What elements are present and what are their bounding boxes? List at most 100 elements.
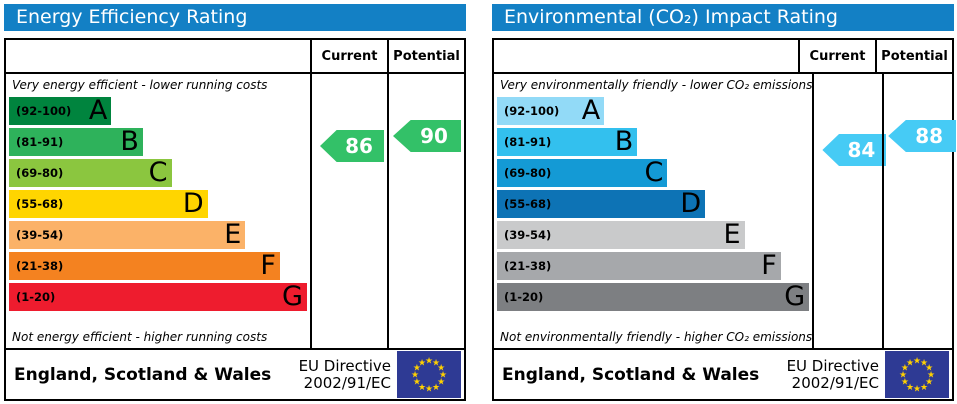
band-letter: E (723, 219, 741, 250)
band-range: (81-91) (504, 135, 552, 149)
current-arrow: 86 (320, 130, 384, 162)
potential-cell: 90 (387, 74, 464, 348)
band-letter: G (784, 281, 806, 312)
band-letter: F (260, 250, 276, 281)
band-range: (39-54) (16, 228, 64, 242)
header-spacer (494, 40, 798, 72)
table-body: Very energy efficient - lower running co… (6, 74, 464, 348)
band-letter: D (182, 188, 204, 219)
band-list: (92-100) A (81-91) B (69-80) C (55-68) D (39-54)… (9, 97, 310, 311)
potential-column-header: Potential (875, 40, 952, 72)
potential-cell: 88 (882, 74, 957, 348)
eu-directive-label: EU Directive 2002/91/EC (786, 356, 879, 392)
band-chart: Very energy efficient - lower running co… (6, 74, 310, 348)
band-g: (1-20) G (9, 283, 307, 311)
band-letter: B (120, 126, 139, 157)
table-footer: England, Scotland & Wales EU Directive 2… (494, 348, 952, 399)
eu-directive-line2: 2002/91/EC (791, 373, 879, 392)
band-letter: C (644, 157, 664, 188)
svg-text:★: ★ (899, 371, 907, 381)
band-letter: F (761, 250, 777, 281)
band-range: (39-54) (504, 228, 552, 242)
current-cell: 86 (310, 74, 387, 348)
energy-rating-table: Current Potential Very energy efficient … (4, 38, 466, 401)
svg-text:★: ★ (425, 385, 433, 395)
potential-arrow: 88 (888, 120, 957, 152)
band-range: (21-38) (16, 259, 64, 273)
header-spacer (6, 40, 310, 72)
svg-text:★: ★ (413, 378, 421, 388)
svg-text:★: ★ (927, 371, 935, 381)
eu-flag-icon: ★ ★ ★ ★ ★ ★ ★ ★ ★ ★ ★ ★ (885, 351, 949, 398)
region-label: England, Scotland & Wales (14, 364, 272, 385)
svg-text:★: ★ (437, 378, 445, 388)
potential-column-header: Potential (387, 40, 464, 72)
energy-efficiency-title: Energy Efficiency Rating (4, 4, 466, 31)
band-d: (55-68) D (497, 188, 706, 219)
band-letter: G (282, 281, 303, 312)
band-f: (21-38) F (497, 252, 781, 280)
band-range: (55-68) (504, 197, 552, 211)
band-a: (92-100) A (497, 95, 605, 126)
svg-text:★: ★ (432, 383, 440, 393)
band-range: (1-20) (16, 290, 56, 304)
band-range: (55-68) (16, 197, 64, 211)
svg-text:★: ★ (920, 359, 928, 369)
band-d: (55-68) D (9, 190, 208, 218)
svg-text:★: ★ (425, 357, 433, 367)
svg-text:★: ★ (432, 359, 440, 369)
current-cell: 84 (812, 74, 887, 348)
svg-text:★: ★ (906, 359, 914, 369)
band-letter: B (614, 126, 634, 157)
table-header: Current Potential (494, 40, 952, 74)
svg-text:★: ★ (439, 371, 447, 381)
eu-directive-line1: EU Directive (786, 356, 879, 375)
band-letter: A (581, 95, 601, 126)
band-range: (92-100) (504, 104, 560, 118)
svg-text:★: ★ (901, 378, 909, 388)
band-b: (81-91) B (9, 128, 143, 156)
eu-directive-label: EU Directive 2002/91/EC (298, 356, 391, 392)
co2-rating-table: Current Potential Very environmentally f… (492, 38, 957, 401)
band-letter: A (88, 95, 108, 126)
band-c: (69-80) C (497, 157, 668, 188)
band-g: (1-20) G (497, 281, 810, 312)
top-note: Very energy efficient - lower running co… (12, 78, 268, 92)
table-header: Current Potential (6, 40, 464, 74)
eu-directive-line1: EU Directive (298, 356, 391, 375)
energy-efficiency-panel: Energy Efficiency Rating Current Potenti… (4, 4, 466, 401)
band-e: (39-54) E (9, 221, 246, 249)
band-range: (92-100) (16, 104, 72, 118)
band-letter: C (148, 157, 168, 188)
svg-text:★: ★ (413, 364, 421, 374)
band-e: (39-54) E (497, 221, 745, 249)
bottom-note: Not environmentally friendly - higher CO… (500, 330, 813, 344)
svg-text:★: ★ (906, 383, 914, 393)
svg-text:★: ★ (920, 383, 928, 393)
band-letter: D (680, 188, 702, 219)
eu-flag-icon: ★ ★ ★ ★ ★ ★ ★ ★ ★ ★ ★ ★ (397, 351, 461, 398)
svg-text:★: ★ (913, 357, 921, 367)
band-range: (21-38) (504, 259, 552, 273)
table-footer: England, Scotland & Wales EU Directive 2… (6, 348, 464, 399)
band-c: (69-80) C (9, 159, 172, 187)
band-range: (69-80) (16, 166, 64, 180)
potential-arrow: 90 (393, 120, 461, 152)
svg-text:★: ★ (411, 371, 419, 381)
environmental-impact-title: Environmental (CO₂) Impact Rating (492, 4, 954, 31)
svg-text:★: ★ (913, 385, 921, 395)
svg-text:★: ★ (925, 378, 933, 388)
band-b: (81-91) B (497, 126, 638, 157)
eu-directive-line2: 2002/91/EC (303, 373, 391, 392)
band-chart: Very environmentally friendly - lower CO… (494, 74, 812, 348)
band-f: (21-38) F (9, 252, 280, 280)
band-list: (92-100) A (81-91) B (69-80) C (55-68) D (39-54)… (497, 97, 812, 311)
region-label: England, Scotland & Wales (502, 364, 760, 385)
band-range: (81-91) (16, 135, 64, 149)
svg-text:★: ★ (925, 364, 933, 374)
bottom-note: Not energy efficient - higher running co… (12, 330, 268, 344)
band-range: (69-80) (504, 166, 552, 180)
svg-text:★: ★ (901, 364, 909, 374)
table-body: Very environmentally friendly - lower CO… (494, 74, 957, 348)
